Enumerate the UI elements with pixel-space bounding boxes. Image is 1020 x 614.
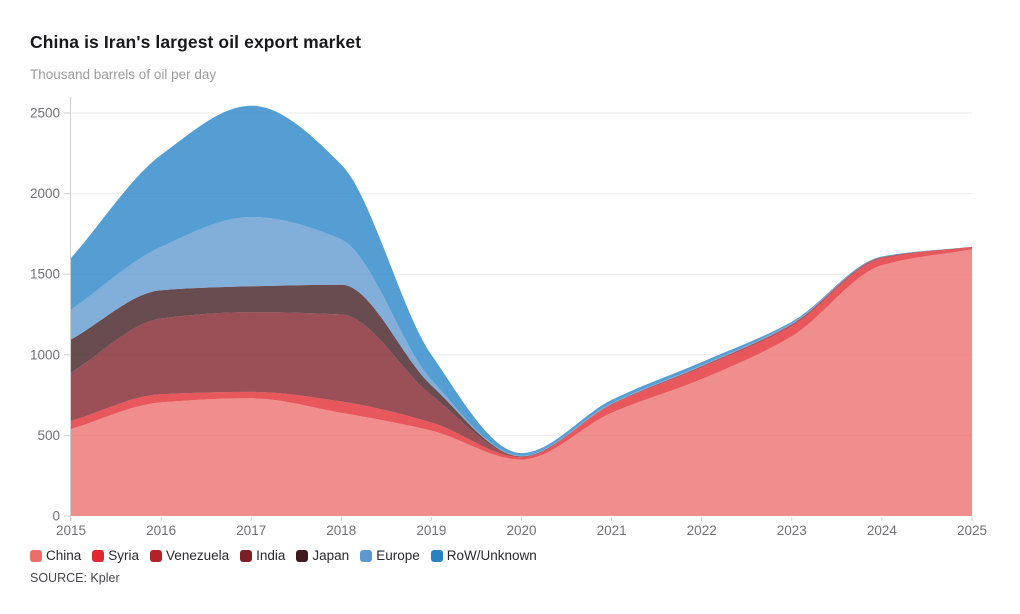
legend-label: India [256,548,286,563]
x-tick-label: 2025 [957,523,987,538]
legend-swatch [430,549,443,562]
x-tick-label: 2024 [867,523,898,538]
area-band-europe [71,217,972,457]
area-band-china [71,249,972,516]
x-tick-label: 2018 [326,523,356,538]
legend-item-china: China [30,548,81,563]
x-tick-label: 2022 [687,523,717,538]
x-tick-label: 2017 [236,523,266,538]
legend-swatch [296,549,309,562]
y-tick-label: 2500 [30,106,60,121]
x-tick-label: 2019 [416,523,446,538]
x-tick-label: 2015 [56,523,86,538]
legend-label: China [46,548,82,563]
legend-item-row-unknown: RoW/Unknown [430,548,537,563]
area-band-japan [71,246,972,457]
y-tick-label: 1000 [30,347,60,362]
legend-label: Syria [108,548,140,563]
legend-item-india: India [240,548,285,563]
y-tick-label: 2000 [30,186,60,201]
x-tick-label: 2020 [506,523,536,538]
legend-label: Venezuela [166,548,230,563]
area-band-row-unknown [71,105,972,456]
legend-swatch [150,549,163,562]
legend-label: Japan [312,548,350,563]
x-tick-label: 2021 [597,523,627,538]
chart-title: China is Iran's largest oil export marke… [30,32,362,52]
y-tick-label: 0 [52,509,60,524]
legend-item-venezuela: Venezuela [150,548,229,563]
area-band-india [71,246,972,458]
source-note: SOURCE: Kpler [30,571,120,585]
legend-swatch [92,549,105,562]
legend-swatch [360,549,373,562]
legend-swatch [30,549,42,562]
y-tick-label: 1500 [30,267,60,282]
legend-label: Europe [376,548,420,563]
legend-item-japan: Japan [296,548,349,563]
y-tick-label: 500 [37,428,60,443]
chart-subtitle: Thousand barrels of oil per day [30,67,217,82]
chart-legend: China Syria Venezuela India Japan Europe RoW/U… [30,548,537,563]
legend-label: RoW/Unknown [446,548,537,563]
x-tick-label: 2023 [777,523,807,538]
legend-swatch [240,549,253,562]
legend-item-syria: Syria [92,548,139,563]
x-tick-label: 2016 [146,523,176,538]
legend-item-europe: Europe [360,548,420,563]
